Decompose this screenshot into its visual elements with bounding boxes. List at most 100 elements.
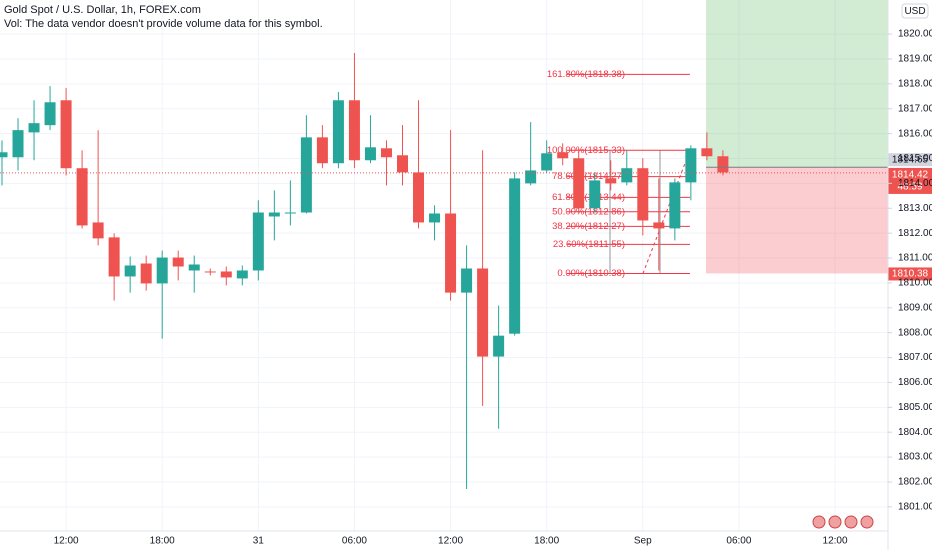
y-tick-label: 1803.00 bbox=[898, 452, 932, 463]
candle-body bbox=[300, 137, 312, 213]
icon[interactable] bbox=[844, 515, 858, 529]
candle-body bbox=[28, 123, 40, 133]
fib-label: 100.00%(1815.33) bbox=[547, 145, 625, 156]
candle-body bbox=[621, 168, 633, 183]
fib-trend bbox=[642, 150, 691, 274]
y-tick-label: 1810.00 bbox=[898, 278, 932, 289]
chart-title: Gold Spot / U.S. Dollar, 1h, FOREX.com bbox=[4, 4, 201, 16]
candle-body bbox=[348, 100, 360, 161]
x-tick-label: 12:00 bbox=[438, 536, 463, 547]
candle-body bbox=[204, 271, 216, 273]
candle-body bbox=[364, 147, 376, 161]
x-tick-label: 18:00 bbox=[534, 536, 559, 547]
y-tick-label: 1812.00 bbox=[898, 228, 932, 239]
candle-body bbox=[445, 213, 457, 293]
target-zone bbox=[706, 0, 888, 168]
icon[interactable] bbox=[860, 515, 874, 529]
currency-label[interactable]: USD bbox=[904, 6, 925, 17]
fib-label: 50.00%(1812.86) bbox=[552, 206, 625, 217]
candle-body bbox=[397, 155, 408, 173]
candle-body bbox=[220, 271, 232, 278]
candle-body bbox=[541, 153, 553, 171]
candle-body bbox=[701, 148, 713, 157]
y-tick-label: 1818.00 bbox=[898, 78, 932, 89]
candle-body bbox=[413, 172, 425, 223]
candle-body bbox=[605, 178, 617, 184]
fib-label: 0.00%(1810.38) bbox=[557, 268, 625, 279]
candle-body bbox=[461, 268, 473, 293]
candle-body bbox=[140, 263, 152, 284]
y-tick-label: 1815.00 bbox=[898, 153, 932, 164]
candle-body bbox=[493, 335, 505, 357]
candle-body bbox=[653, 222, 665, 229]
candle-body bbox=[268, 212, 280, 217]
indicator-icons bbox=[812, 515, 874, 529]
candles bbox=[0, 53, 729, 489]
y-tick-label: 1807.00 bbox=[898, 352, 932, 363]
fib-label: 23.60%(1811.55) bbox=[553, 239, 625, 250]
y-tick-label: 1816.00 bbox=[898, 128, 932, 139]
y-tick-label: 1817.00 bbox=[898, 103, 932, 114]
candle-body bbox=[92, 222, 104, 239]
candle-body bbox=[172, 257, 184, 267]
candle-body bbox=[0, 152, 8, 158]
candle-body bbox=[429, 213, 441, 223]
y-tick-label: 1811.00 bbox=[898, 253, 932, 264]
candle-body bbox=[557, 152, 569, 159]
fib-label: 61.80%(1813.44) bbox=[552, 192, 625, 203]
fib-label: 161.80%(1818.38) bbox=[547, 69, 625, 80]
candle-body bbox=[316, 137, 328, 164]
x-tick-label: 12:00 bbox=[823, 536, 848, 547]
candle-body bbox=[44, 102, 56, 126]
icon[interactable] bbox=[812, 515, 826, 529]
countdown-label: 48:59 bbox=[897, 182, 922, 193]
y-tick-label: 1804.00 bbox=[898, 427, 932, 438]
x-tick-label: 12:00 bbox=[54, 536, 79, 547]
candle-body bbox=[589, 180, 601, 209]
currency-badge[interactable] bbox=[901, 3, 929, 19]
stop-zone bbox=[706, 167, 888, 274]
candle-body bbox=[236, 270, 248, 279]
candle-body bbox=[717, 156, 729, 173]
candle-body bbox=[252, 212, 264, 271]
stop-price-box bbox=[888, 267, 932, 281]
y-tick-label: 1801.00 bbox=[898, 502, 932, 513]
y-tick-label: 1808.00 bbox=[898, 327, 932, 338]
candle-body bbox=[108, 237, 120, 277]
candle-body bbox=[669, 182, 681, 229]
candle-body bbox=[332, 100, 344, 164]
axes: 1801.00 1802.00 1803.00 1804.00 1805.00 1806.… bbox=[54, 29, 932, 547]
x-tick-label: 06:00 bbox=[342, 536, 367, 547]
y-tick-label: 1806.00 bbox=[898, 377, 932, 388]
candle-body bbox=[685, 148, 697, 183]
entry-price-label: 1814.65 bbox=[892, 154, 929, 165]
candle-body bbox=[60, 100, 72, 169]
stop-price-label: 1810.38 bbox=[892, 269, 929, 280]
y-tick-label: 1809.00 bbox=[898, 302, 932, 313]
y-tick-label: 1819.00 bbox=[898, 54, 932, 65]
drawing-tools: 161.80%(1818.38) 100.00%(1815.33) 78.60%(1… bbox=[547, 0, 888, 279]
icon[interactable] bbox=[828, 515, 842, 529]
candle-body bbox=[380, 148, 392, 158]
candle-body bbox=[156, 257, 168, 284]
y-tick-label: 1802.00 bbox=[898, 477, 932, 488]
candle-body bbox=[76, 168, 88, 226]
y-tick-label: 1814.00 bbox=[898, 178, 932, 189]
chart-subtitle: Vol: The data vendor doesn't provide vol… bbox=[4, 18, 323, 30]
last-price-box bbox=[888, 167, 932, 194]
candle-body bbox=[477, 268, 489, 357]
y-tick-label: 1813.00 bbox=[898, 203, 932, 214]
candle-body bbox=[284, 212, 296, 214]
candle-body bbox=[573, 158, 585, 209]
candle-body bbox=[124, 265, 136, 277]
x-tick-label: 06:00 bbox=[726, 536, 751, 547]
candle-body bbox=[12, 130, 24, 158]
x-tick-label: 31 bbox=[253, 536, 265, 547]
candle-body bbox=[509, 178, 521, 334]
y-tick-label: 1805.00 bbox=[898, 402, 932, 413]
last-price-label: 1814.42 bbox=[892, 170, 929, 181]
y-tick-label: 1820.00 bbox=[898, 29, 932, 40]
entry-price-box bbox=[888, 153, 932, 167]
